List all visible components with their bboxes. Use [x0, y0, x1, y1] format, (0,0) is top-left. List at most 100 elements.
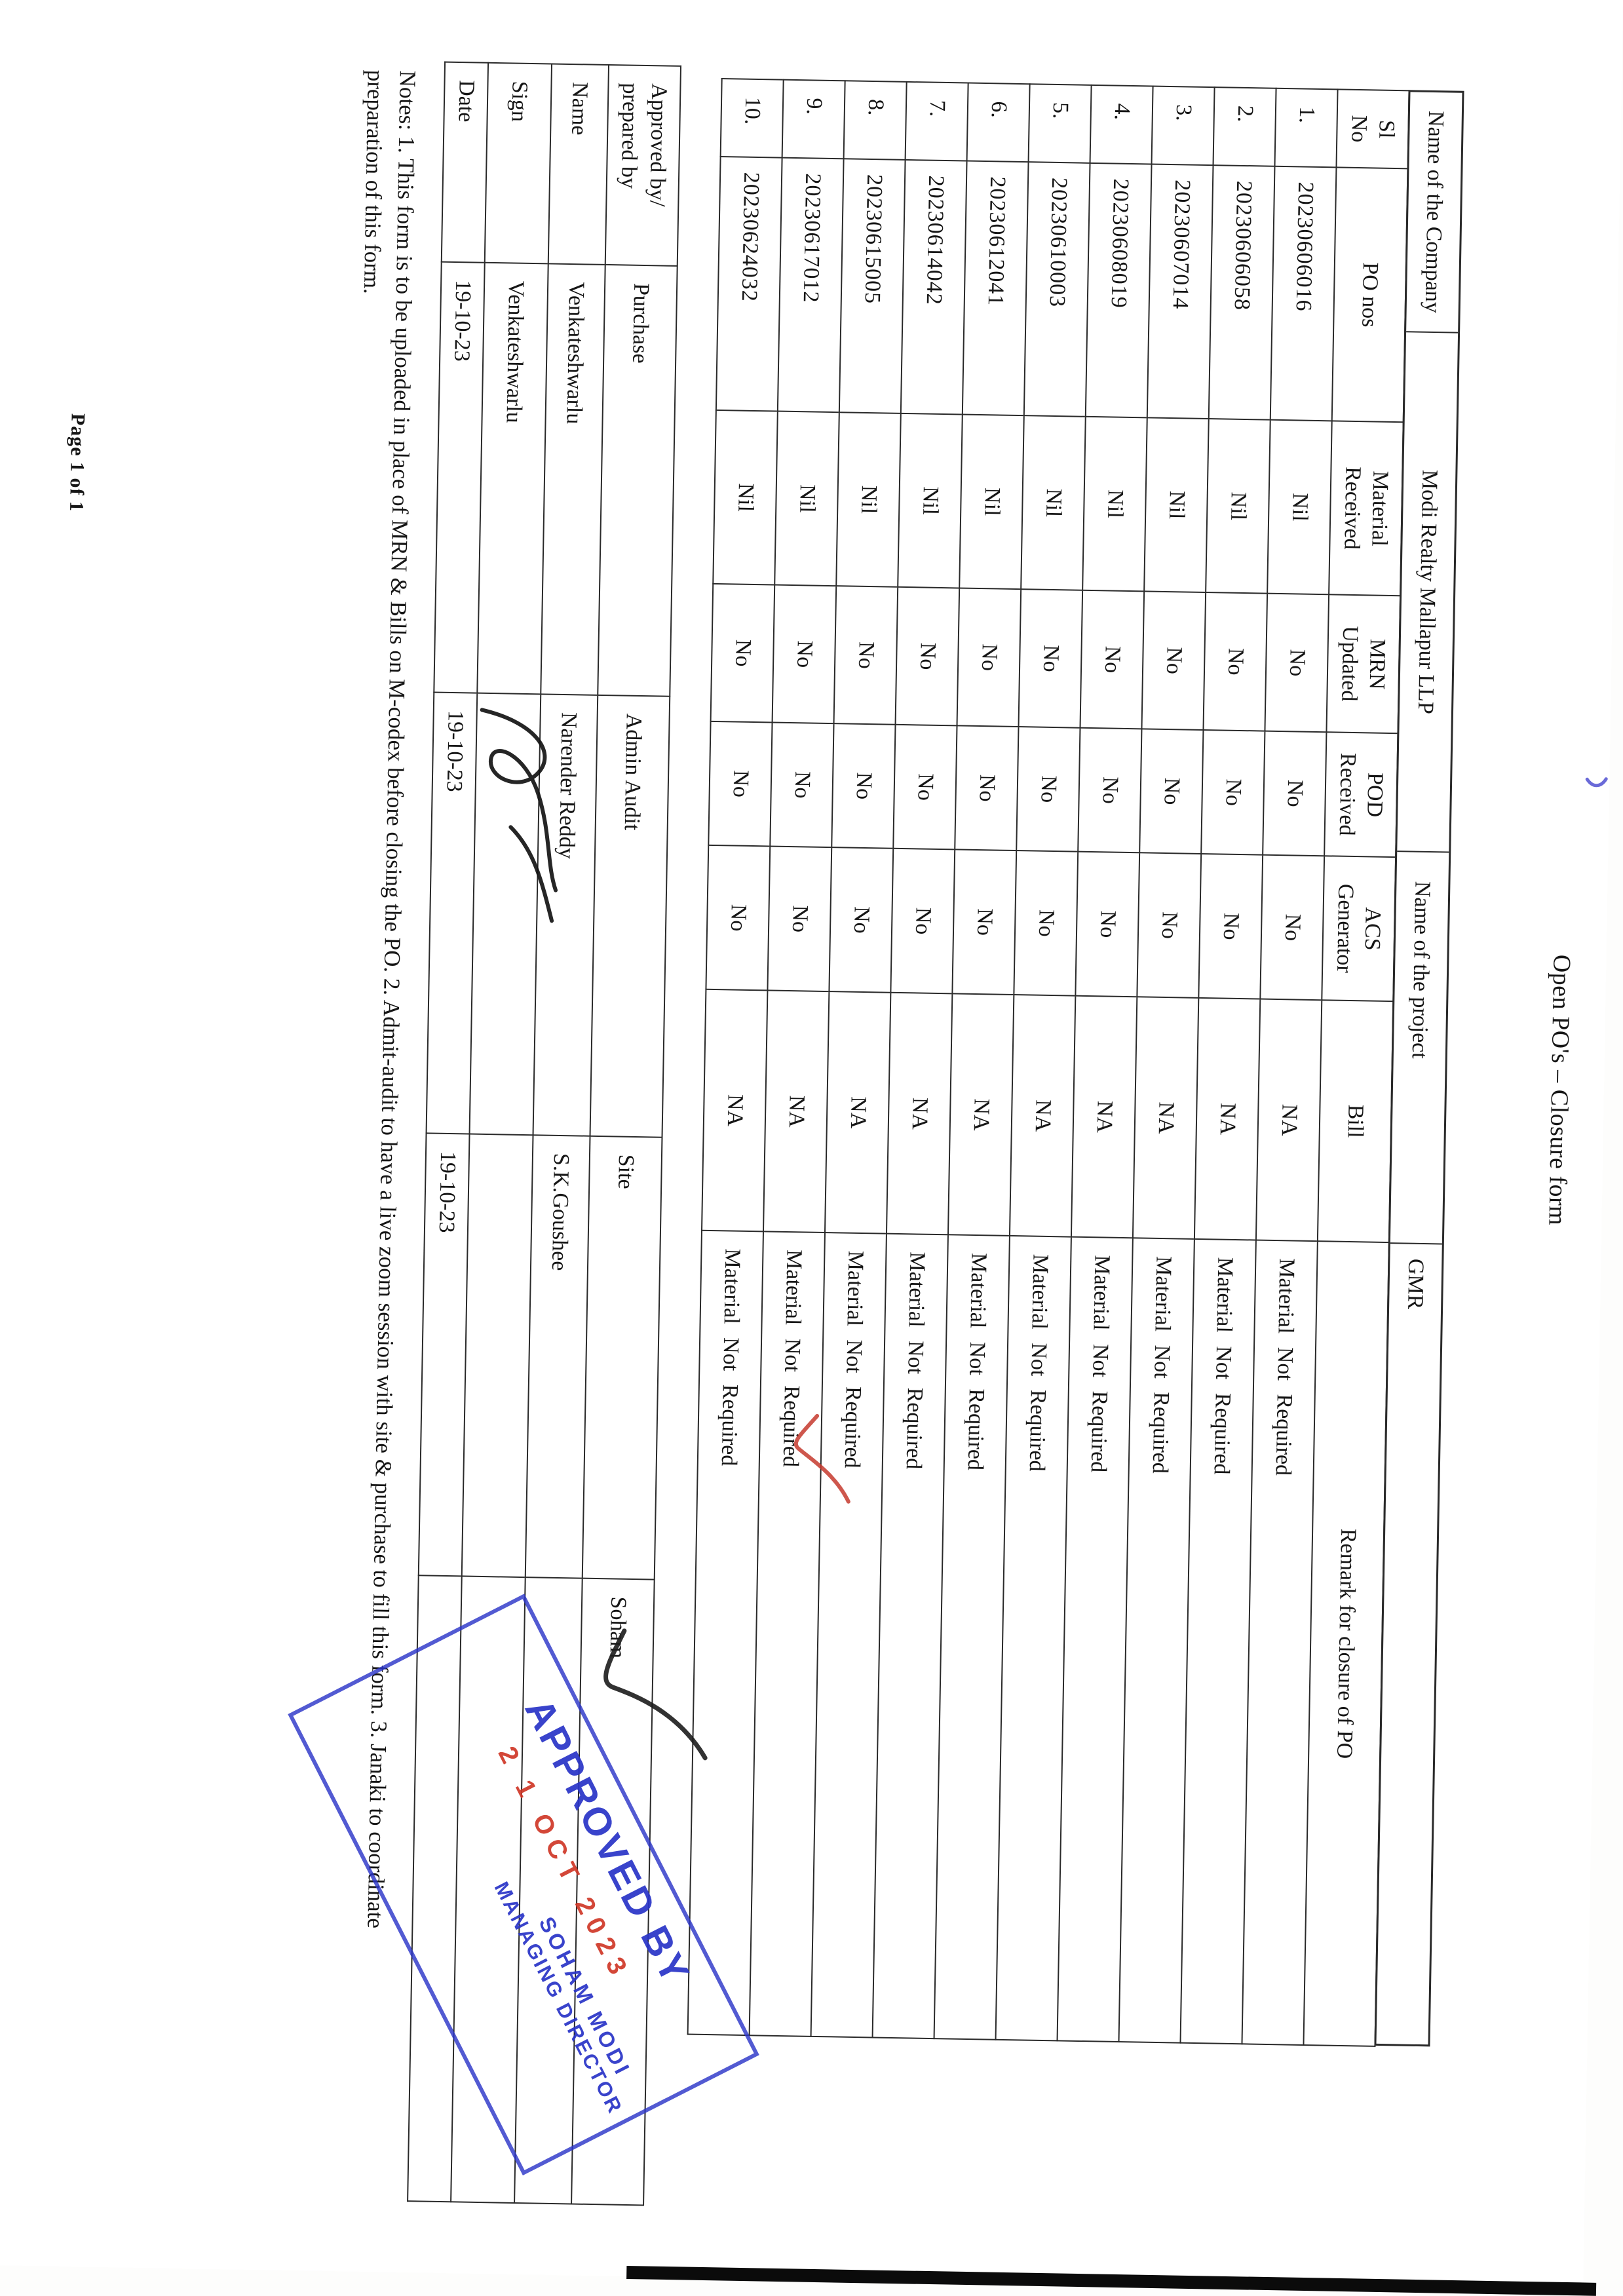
cell-mrn-updated: No: [957, 588, 1022, 727]
cell-sl-no: 1.: [1274, 88, 1338, 168]
cell-bill: NA: [1255, 999, 1322, 1242]
cell-sl-no: 4.: [1090, 85, 1153, 164]
cell-material-received: Nil: [774, 411, 839, 586]
cell-material-received: Nil: [836, 412, 901, 587]
cell-mrn-updated: No: [895, 586, 960, 726]
signature-scribble: [480, 708, 558, 923]
cell-pod-received: No: [955, 725, 1019, 851]
cell-sl-no: 8.: [843, 81, 907, 160]
cell-po-number: 20230610003: [1023, 162, 1090, 417]
cell-bill: NA: [1071, 995, 1137, 1238]
cell-acs-generator: No: [1014, 851, 1079, 996]
cell-pod-received: No: [1016, 727, 1080, 852]
column-purchase: Purchase: [598, 264, 678, 697]
name-row-label: Name: [548, 64, 609, 265]
cell-sl-no: 9.: [782, 79, 845, 159]
cell-acs-generator: No: [767, 846, 832, 992]
cell-material-received: Nil: [898, 413, 963, 588]
cell-material-received: Nil: [713, 410, 778, 585]
cell-po-number: 20230614042: [900, 159, 967, 415]
cell-bill: NA: [702, 989, 768, 1232]
cell-acs-generator: No: [1137, 852, 1202, 998]
cell-po-number: 20230606058: [1208, 165, 1275, 420]
sign-row-label: Sign: [484, 62, 552, 264]
page-number: Page 1 of 1: [66, 413, 89, 512]
name-purchase: Venkateshwarlu: [541, 263, 605, 695]
cell-po-number: 20230612041: [962, 161, 1029, 416]
cell-material-received: Nil: [1267, 419, 1332, 595]
cell-acs-generator: No: [1075, 851, 1140, 997]
cell-mrn-updated: No: [1080, 590, 1145, 729]
cell-sl-no: 5.: [1028, 84, 1092, 163]
header-material-received: Material Received: [1329, 421, 1403, 596]
project-label-cell: Name of the project: [1390, 852, 1449, 1245]
cell-po-number: 20230608019: [1085, 163, 1152, 418]
cell-acs-generator: No: [829, 847, 894, 993]
company-label-cell: Name of the Company: [1406, 92, 1462, 334]
cell-bill: NA: [1132, 997, 1199, 1239]
cell-bill: NA: [947, 993, 1014, 1236]
blue-pen-mark: [1585, 777, 1608, 788]
column-admin-audit: Admin Audit: [590, 695, 670, 1138]
cell-sl-no: 3.: [1151, 86, 1215, 166]
cell-material-received: Nil: [1021, 415, 1086, 590]
black-checkmark-icon: [603, 1628, 708, 1761]
column-site: Site: [582, 1136, 662, 1580]
cell-bill: NA: [824, 991, 891, 1234]
header-acs-generator: ACS Generator: [1322, 856, 1396, 1002]
cell-mrn-updated: No: [772, 584, 837, 724]
cell-bill: NA: [886, 992, 953, 1235]
company-value-cell: Modi Realty Mallapur LLP: [1397, 332, 1459, 853]
sign-purchase: Venkateshwarlu: [477, 262, 548, 695]
cell-pod-received: No: [831, 723, 896, 849]
cell-acs-generator: No: [1260, 854, 1325, 1001]
cell-mrn-updated: No: [1265, 593, 1329, 733]
cell-bill: NA: [1194, 997, 1261, 1240]
header-mrn-updated: MRN Updated: [1326, 594, 1401, 734]
header-pod-received: POD Received: [1324, 732, 1398, 858]
cell-po-number: 20230624032: [716, 156, 782, 411]
header-bill: Bill: [1317, 1000, 1394, 1243]
cell-mrn-updated: No: [710, 583, 775, 723]
cell-pod-received: No: [1201, 729, 1265, 855]
header-sl-no: Sl No: [1336, 89, 1409, 169]
red-checkmark-icon: [793, 1413, 850, 1504]
header-po-nos: PO nos: [1331, 167, 1408, 423]
cell-mrn-updated: No: [1018, 589, 1083, 728]
header-remark: Remark for closure of PO: [1303, 1241, 1389, 2046]
cell-material-received: Nil: [1144, 417, 1209, 593]
scan-artifact-strip: [626, 2265, 1597, 2296]
cell-acs-generator: No: [706, 845, 771, 991]
cell-material-received: Nil: [1082, 416, 1147, 592]
cell-pod-received: No: [1263, 731, 1327, 856]
date-row-label: Date: [441, 62, 489, 263]
cell-pod-received: No: [708, 721, 773, 847]
open-po-table: Sl No PO nos Material Received MRN Updat…: [687, 78, 1410, 2047]
name-site: S.K.Goushee: [525, 1135, 590, 1578]
cell-acs-generator: No: [952, 849, 1017, 995]
cell-material-received: Nil: [1206, 419, 1270, 594]
approved-prepared-label: Approved by/ prepared by: [605, 64, 681, 266]
cell-pod-received: No: [1078, 727, 1142, 853]
cell-acs-generator: No: [1198, 853, 1263, 999]
cell-bill: NA: [1009, 995, 1076, 1237]
cell-sl-no: 2.: [1213, 87, 1276, 166]
po-table-body: 1. 20230606016 Nil No No No NA Material …: [687, 79, 1338, 2045]
cell-po-number: 20230617012: [777, 157, 844, 413]
cell-bill: NA: [763, 990, 830, 1233]
cell-po-number: 20230615005: [839, 159, 906, 413]
cell-po-number: 20230606016: [1270, 166, 1337, 421]
sign-site: [461, 1134, 533, 1578]
cell-sl-no: 6.: [966, 83, 1030, 163]
cell-mrn-updated: No: [1203, 592, 1268, 731]
cell-pod-received: No: [770, 722, 834, 848]
date-site: 19-10-23: [418, 1133, 470, 1577]
cell-pod-received: No: [1139, 729, 1204, 854]
cell-pod-received: No: [893, 724, 957, 850]
cell-sl-no: 10.: [720, 79, 784, 158]
cell-po-number: 20230607014: [1147, 164, 1213, 419]
cell-acs-generator: No: [890, 848, 955, 994]
cell-mrn-updated: No: [1141, 591, 1206, 730]
